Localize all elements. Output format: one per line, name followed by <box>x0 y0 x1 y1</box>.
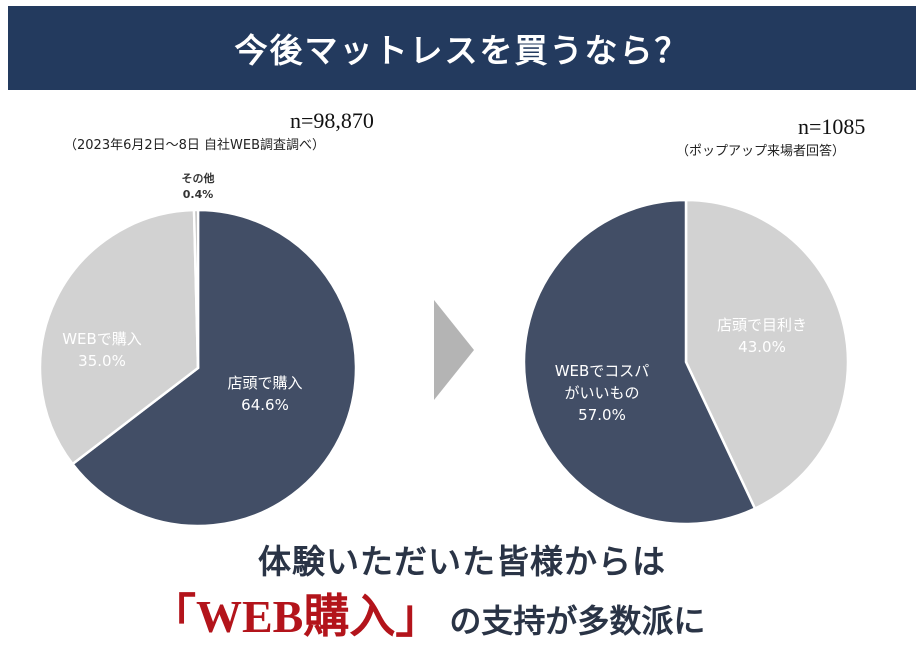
right-sample-size: n=1085 <box>798 114 866 139</box>
left-pie-chart: 店頭で購入 64.6% WEBで購入 35.0% その他 0.4% <box>38 171 358 528</box>
slice-label: WEBでコスパがいいもの 57.0% <box>555 362 650 424</box>
pie-slice <box>70 208 358 528</box>
slice-label: 店頭で購入 64.6% <box>227 374 302 414</box>
bottom-message-line2: 「WEB購入」 の支持が多数派に <box>150 580 705 646</box>
pie-slice <box>192 208 200 369</box>
arrow-right-icon <box>434 300 474 400</box>
right-pie-chart: 店頭で目利き 43.0% WEBでコスパがいいもの 57.0% <box>522 198 850 526</box>
slice-label: その他 0.4% <box>182 171 215 201</box>
slice-label: 店頭で目利き 43.0% <box>717 316 807 356</box>
slice-label: WEBで購入 35.0% <box>62 330 142 370</box>
bottom-message-rest: の支持が多数派に <box>449 602 706 640</box>
page-title: 今後マットレスを買うなら？ <box>8 6 916 90</box>
pie-slice <box>684 198 850 511</box>
highlight-web-purchase: 「WEB購入」 <box>150 591 442 642</box>
pie-slice <box>38 208 200 466</box>
bottom-message-line1: 体験いただいた皆様からは <box>258 542 666 581</box>
left-sample-size: n=98,870 <box>290 108 374 133</box>
right-survey-note: （ポップアップ来場者回答） <box>676 144 846 159</box>
pie-slice <box>522 198 757 526</box>
left-survey-note: （2023年6月2日〜8日 自社WEB調査調べ） <box>64 138 326 153</box>
